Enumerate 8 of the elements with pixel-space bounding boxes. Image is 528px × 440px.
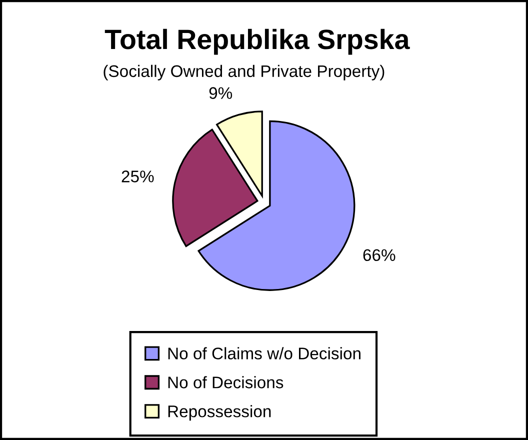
data-label: 66% <box>363 249 396 262</box>
data-label: 25% <box>122 170 154 182</box>
legend-label: Repossession <box>168 405 271 421</box>
data-label: 9% <box>209 87 232 99</box>
legend-label: No of Decisions <box>168 376 284 388</box>
chart-subtitle: (Socially Owned and Private Property) <box>104 64 384 80</box>
legend-label: No of Claims w/o Decision <box>168 347 360 360</box>
chart-title: Total Republika Srpska <box>104 28 410 55</box>
